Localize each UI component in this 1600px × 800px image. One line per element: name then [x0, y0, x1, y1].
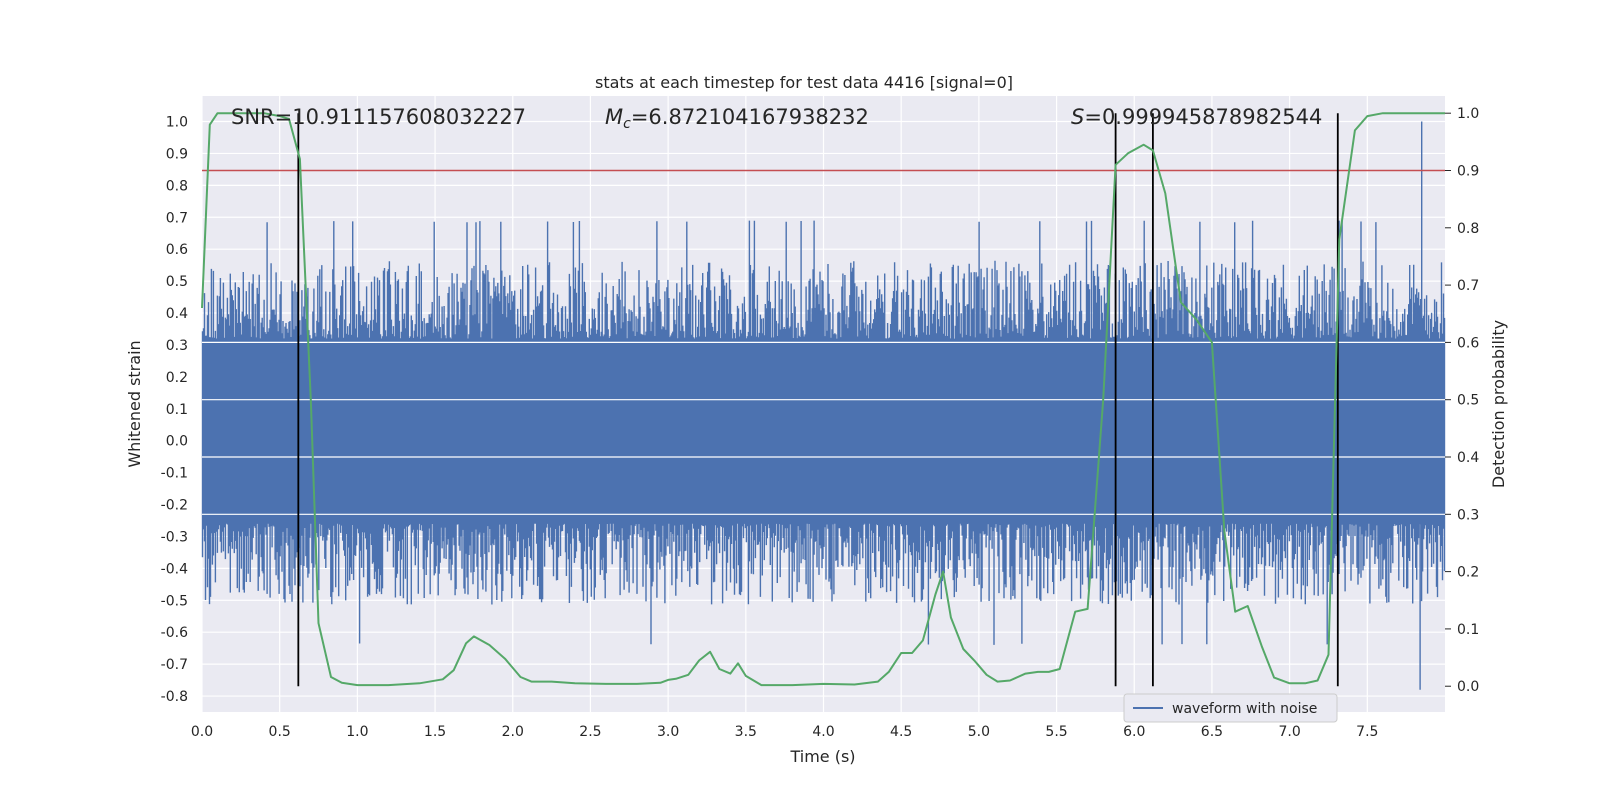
y-right-tick-label: 0.9 [1457, 163, 1479, 179]
y-right-tick-label: 0.8 [1457, 221, 1479, 237]
y-left-tick-label: -0.2 [161, 498, 188, 514]
y-right-tick-label: 0.7 [1457, 278, 1479, 294]
y-left-tick-label: 0.3 [166, 338, 188, 354]
y-left-tick-label: -0.1 [161, 466, 188, 482]
y-left-tick-label: -0.7 [161, 657, 188, 673]
y-axis-left-ticks: -0.8 -0.7 -0.6 -0.5 -0.4 -0.3 -0.2 -0.1 0.0 0.1 0.… [161, 115, 188, 706]
waveform-series-path [201, 121, 1446, 690]
y-axis-right-ticks: 0.0 0.1 0.2 0.3 0.4 0.5 0.6 0.7 0.8 0.9 1.0 [1445, 106, 1479, 695]
y-left-tick-label: 0.5 [166, 274, 188, 290]
s-symbol: S [1071, 105, 1084, 129]
x-tick-label: 6.0 [1123, 724, 1145, 740]
y-left-tick-label: -0.5 [161, 593, 188, 609]
y-left-tick-label: 0.4 [166, 306, 188, 322]
chirp-mass-symbol: M [605, 105, 623, 129]
y-left-tick-label: 0.7 [166, 210, 188, 226]
s-annotation: S=0.999945878982544 [1071, 105, 1322, 129]
y-left-tick-label: 0.0 [166, 434, 188, 450]
y-axis-right-label: Detection probability [1489, 320, 1508, 488]
y-right-tick-label: 0.4 [1457, 450, 1479, 466]
chirp-mass-value: =6.872104167938232 [631, 105, 869, 129]
x-tick-label: 3.5 [735, 724, 757, 740]
chart-title: stats at each timestep for test data 441… [595, 73, 1013, 92]
y-left-tick-label: -0.8 [161, 689, 188, 705]
y-left-tick-label: 0.8 [166, 178, 188, 194]
probability-series-line [201, 112, 1445, 687]
y-left-tick-label: -0.6 [161, 625, 188, 641]
vertical-markers [297, 113, 1339, 687]
x-tick-label: 1.0 [346, 724, 368, 740]
chirp-mass-subscript: c [623, 116, 631, 132]
x-tick-label: 3.0 [657, 724, 679, 740]
x-tick-label: 2.0 [502, 724, 524, 740]
y-right-tick-label: 0.5 [1457, 393, 1479, 409]
y-right-tick-label: 0.3 [1457, 507, 1479, 523]
s-value: =0.999945878982544 [1084, 105, 1322, 129]
x-tick-label: 7.5 [1356, 724, 1378, 740]
x-tick-label: 0.5 [269, 724, 291, 740]
x-tick-label: 4.5 [890, 724, 912, 740]
y-left-tick-label: -0.3 [161, 529, 188, 545]
x-axis-ticks: 0.0 0.5 1.0 1.5 2.0 2.5 3.0 3.5 4.0 4.5 5.0 5.5 6.0 6… [191, 724, 1379, 740]
y-left-tick-label: 0.2 [166, 370, 188, 386]
band-lines [202, 341, 1445, 515]
waveform-series [201, 121, 1446, 690]
y-right-tick-label: 0.0 [1457, 679, 1479, 695]
legend-box [1123, 693, 1338, 723]
chirp-mass-annotation: Mc=6.872104167938232 [605, 105, 869, 132]
y-right-tick-label: 0.2 [1457, 565, 1479, 581]
y-left-tick-label: 0.9 [166, 146, 188, 162]
y-axis-left-label: Whitened strain [125, 340, 144, 467]
y-right-tick-label: 1.0 [1457, 106, 1479, 122]
x-axis-label: Time (s) [789, 747, 855, 766]
y-right-tick-label: 0.6 [1457, 335, 1479, 351]
y-left-tick-label: 0.6 [166, 242, 188, 258]
y-left-tick-label: 1.0 [166, 115, 188, 131]
x-tick-label: 5.0 [968, 724, 990, 740]
x-tick-label: 5.5 [1045, 724, 1067, 740]
x-tick-label: 1.5 [424, 724, 446, 740]
y-left-tick-label: -0.4 [161, 561, 188, 577]
legend-entry-waveform: waveform with noise [1172, 701, 1317, 717]
x-tick-label: 6.5 [1201, 724, 1223, 740]
y-right-tick-label: 0.1 [1457, 622, 1479, 638]
legend: waveform with noise [1123, 693, 1338, 723]
y-left-tick-label: 0.1 [166, 402, 188, 418]
x-tick-label: 2.5 [579, 724, 601, 740]
x-tick-label: 0.0 [191, 724, 213, 740]
x-tick-label: 7.0 [1278, 724, 1300, 740]
x-tick-label: 4.0 [812, 724, 834, 740]
snr-annotation: SNR=10.911157608032227 [231, 105, 526, 129]
